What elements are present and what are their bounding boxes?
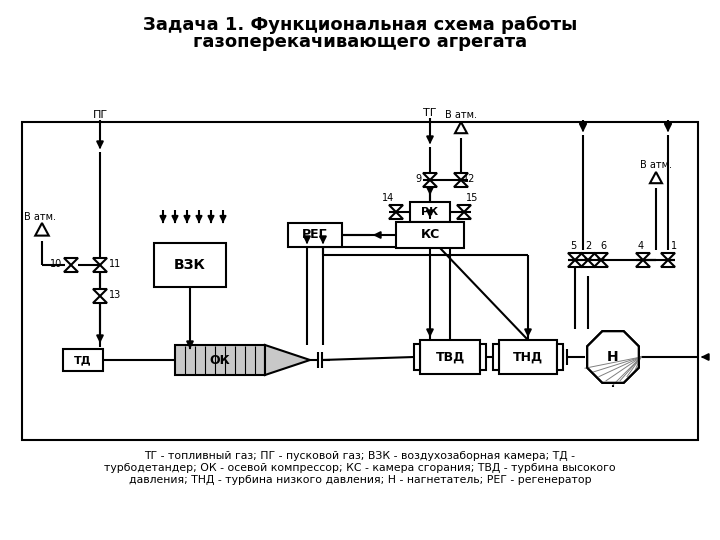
- Polygon shape: [661, 253, 675, 260]
- Text: ТГ: ТГ: [423, 108, 437, 118]
- Polygon shape: [454, 173, 468, 180]
- Text: КС: КС: [420, 228, 440, 241]
- Polygon shape: [636, 253, 650, 260]
- Polygon shape: [581, 260, 595, 267]
- Polygon shape: [93, 258, 107, 265]
- Polygon shape: [636, 260, 650, 267]
- Polygon shape: [93, 296, 107, 303]
- Polygon shape: [594, 253, 608, 260]
- Bar: [493, 344, 499, 370]
- Polygon shape: [423, 180, 437, 187]
- Text: Задача 1. Функциональная схема работы: Задача 1. Функциональная схема работы: [143, 16, 577, 34]
- Text: 5: 5: [570, 241, 576, 251]
- Polygon shape: [454, 180, 468, 187]
- Text: 9: 9: [415, 174, 421, 184]
- Bar: [499, 340, 557, 374]
- Text: В атм.: В атм.: [640, 160, 672, 170]
- Polygon shape: [93, 265, 107, 272]
- Text: 11: 11: [109, 259, 121, 269]
- Text: газоперекачивающего агрегата: газоперекачивающего агрегата: [193, 33, 527, 51]
- Text: 2: 2: [585, 241, 591, 251]
- Text: РЕГ: РЕГ: [302, 228, 328, 241]
- Text: РК: РК: [421, 207, 438, 217]
- Polygon shape: [389, 212, 403, 219]
- Text: Н: Н: [607, 350, 618, 364]
- Text: 14: 14: [382, 193, 394, 203]
- Polygon shape: [587, 331, 639, 383]
- Polygon shape: [35, 223, 49, 235]
- Text: 4: 4: [638, 241, 644, 251]
- Bar: [420, 340, 480, 374]
- Text: 15: 15: [466, 193, 478, 203]
- Bar: [154, 243, 226, 287]
- Polygon shape: [594, 260, 608, 267]
- Text: ТГ - топливный газ; ПГ - пусковой газ; ВЗК - воздухозаборная камера; ТД -
турбод: ТГ - топливный газ; ПГ - пусковой газ; В…: [104, 451, 616, 484]
- Text: ПГ: ПГ: [92, 110, 107, 120]
- Text: 10: 10: [50, 259, 62, 269]
- Text: 1: 1: [671, 241, 677, 251]
- Polygon shape: [457, 205, 471, 212]
- Bar: [414, 344, 420, 370]
- Polygon shape: [457, 212, 471, 219]
- Bar: [63, 349, 103, 371]
- Polygon shape: [265, 345, 310, 375]
- Polygon shape: [93, 289, 107, 296]
- Text: ТВД: ТВД: [436, 350, 464, 363]
- Polygon shape: [455, 122, 467, 133]
- Polygon shape: [661, 260, 675, 267]
- Polygon shape: [64, 258, 78, 265]
- Bar: [175, 345, 265, 375]
- Text: В атм.: В атм.: [445, 110, 477, 120]
- Polygon shape: [581, 253, 595, 260]
- Polygon shape: [389, 205, 403, 212]
- Bar: [22, 122, 698, 440]
- Bar: [410, 202, 450, 222]
- Bar: [396, 222, 464, 248]
- Text: В атм.: В атм.: [24, 212, 56, 222]
- Text: 6: 6: [600, 241, 606, 251]
- Text: ТД: ТД: [74, 355, 92, 365]
- Bar: [480, 344, 486, 370]
- Text: 12: 12: [463, 174, 475, 184]
- Bar: [557, 344, 563, 370]
- Text: ОК: ОК: [210, 354, 230, 367]
- Polygon shape: [568, 253, 582, 260]
- Polygon shape: [568, 260, 582, 267]
- Polygon shape: [650, 172, 662, 183]
- Text: ТНД: ТНД: [513, 350, 543, 363]
- Polygon shape: [64, 265, 78, 272]
- Text: 13: 13: [109, 290, 121, 300]
- Text: ВЗК: ВЗК: [174, 258, 206, 272]
- Bar: [288, 223, 342, 247]
- Polygon shape: [423, 173, 437, 180]
